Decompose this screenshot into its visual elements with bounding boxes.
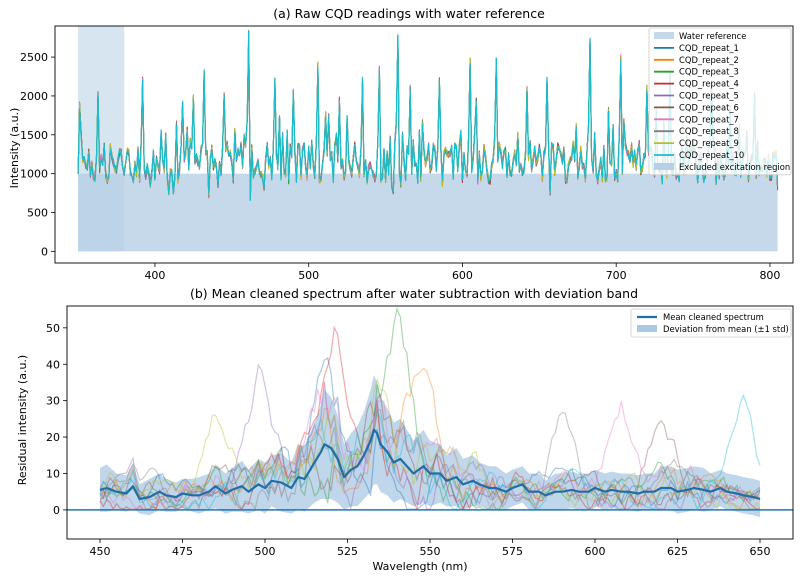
excluded-region-area	[78, 26, 125, 252]
legend-label: CQD_repeat_4	[679, 79, 739, 89]
b-ytick-label: 0	[53, 504, 60, 517]
repeat-line-10	[99, 393, 761, 511]
panel-a-frame	[54, 25, 794, 264]
legend-swatch	[654, 32, 674, 39]
b-xtick-label: 650	[750, 545, 771, 558]
a-ytick-label: 2000	[20, 90, 48, 103]
a-xtick-label: 600	[452, 269, 473, 282]
repeat-line-5	[99, 363, 760, 511]
b-xtick-label: 575	[502, 545, 523, 558]
b-xtick-label: 525	[337, 545, 358, 558]
deviation-band	[100, 375, 760, 518]
a-ytick-label: 0	[41, 245, 48, 258]
mean-line-mark	[99, 428, 761, 501]
a-xtick-label: 400	[144, 269, 165, 282]
legend-label: Water reference	[679, 31, 746, 41]
b-ytick-label: 20	[46, 431, 60, 444]
panel-a-ylabel: Intensity (a.u.)	[8, 108, 21, 189]
b-ytick-label: 50	[46, 322, 60, 335]
deviation-band-fill	[100, 375, 760, 518]
panel-b-ticks: 450 475 500 525 550 575 600 625 650 0 10 20 30 40 50	[46, 322, 771, 558]
legend-label: CQD_repeat_10	[679, 150, 744, 160]
panel-b-ylabel: Residual intensity (a.u.)	[16, 355, 29, 485]
legend-label: CQD_repeat_2	[679, 55, 739, 65]
legend-swatch	[654, 162, 674, 170]
repeat-line-3	[99, 306, 761, 510]
a-ytick-label: 500	[27, 206, 48, 219]
legend-label: Deviation from mean (±1 std)	[663, 324, 789, 334]
repeat-line-8	[99, 408, 761, 511]
panel-b-legend: Mean cleaned spectrum Deviation from mean…	[630, 308, 792, 338]
excluded-region-fill	[78, 26, 125, 252]
panel-a-title: (a) Raw CQD readings with water referenc…	[273, 6, 545, 21]
b-ytick-label: 10	[46, 467, 60, 480]
legend-label: CQD_repeat_3	[679, 67, 739, 77]
legend-label: CQD_repeat_6	[679, 102, 739, 112]
legend-swatch	[637, 325, 657, 332]
b-xtick-label: 500	[255, 545, 276, 558]
a-xtick-label: 700	[606, 269, 627, 282]
panel-b-frame	[66, 305, 794, 540]
a-ytick-label: 1000	[20, 168, 48, 181]
a-xtick-label: 500	[298, 269, 319, 282]
panel-a-raw-readings: (a) Raw CQD readings with water referenc…	[8, 6, 794, 282]
repeat-line-9	[99, 377, 761, 511]
panel-b-title: (b) Mean cleaned spectrum after water su…	[190, 286, 638, 301]
b-xtick-label: 550	[420, 545, 441, 558]
panel-b-xlabel: Wavelength (nm)	[372, 560, 467, 573]
b-ytick-label: 40	[46, 358, 60, 371]
repeat-line-4	[99, 325, 760, 512]
panel-a-legend: Water reference CQD_repeat_1 CQD_repeat_2 C…	[648, 27, 792, 176]
b-ytick-label: 30	[46, 395, 60, 408]
a-ytick-label: 2500	[20, 51, 48, 64]
water-reference-area	[78, 173, 778, 252]
repeat-line-2	[99, 367, 761, 511]
repeat-line-6	[99, 393, 761, 510]
legend-box	[630, 308, 792, 338]
legend-label: CQD_repeat_5	[679, 91, 739, 101]
legend-label: CQD_repeat_7	[679, 114, 739, 124]
water-reference-fill	[78, 173, 778, 252]
b-xtick-label: 450	[90, 545, 111, 558]
legend-label: Excluded excitation region	[679, 162, 790, 172]
legend-label: Mean cleaned spectrum	[663, 312, 764, 322]
legend-label: CQD_repeat_9	[679, 138, 739, 148]
panel-a-ticks: 400 500 600 700 800 0 500 1000 1500 2000 2500	[20, 51, 780, 282]
legend-label: CQD_repeat_1	[679, 43, 739, 53]
mean-spectrum-line	[99, 428, 761, 501]
a-xtick-label: 800	[759, 269, 780, 282]
a-ytick-label: 1500	[20, 129, 48, 142]
b-xtick-label: 475	[172, 545, 193, 558]
legend-box	[648, 27, 792, 176]
legend-label: CQD_repeat_8	[679, 126, 739, 136]
b-xtick-label: 600	[585, 545, 606, 558]
panel-b-cleaned-spectrum: (b) Mean cleaned spectrum after water su…	[16, 286, 794, 573]
b-xtick-label: 625	[667, 545, 688, 558]
repeat-line-1	[99, 357, 761, 510]
